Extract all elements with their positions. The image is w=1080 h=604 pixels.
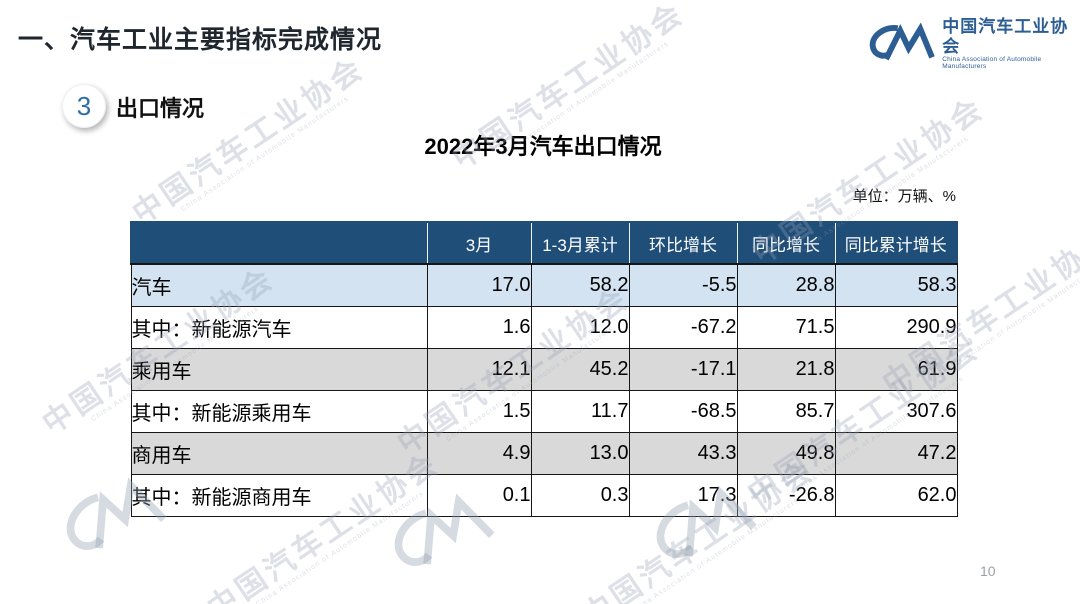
value-cell: 13.0: [530, 432, 630, 475]
logo-name-cn: 中国汽车工业协会: [942, 17, 1069, 56]
table-row: 商用车 4.9 13.0 43.3 49.8 47.2: [130, 432, 958, 475]
value-cell: 58.3: [834, 263, 958, 307]
value-cell: 45.2: [530, 348, 630, 391]
caam-monogram-icon: [869, 22, 935, 60]
row-label-cell: 商用车: [130, 432, 428, 475]
value-cell: 290.9: [834, 306, 958, 349]
section-number: 3: [76, 90, 92, 121]
value-cell: 43.3: [628, 432, 738, 475]
row-label-cell: 其中：新能源乘用车: [130, 390, 428, 433]
value-cell: 85.7: [736, 390, 836, 433]
table-row: 汽车 17.0 58.2 -5.5 28.8 58.3: [130, 263, 958, 307]
table-row: 其中：新能源汽车 1.6 12.0 -67.2 71.5 290.9: [130, 306, 958, 349]
column-header: 同比累计增长: [834, 221, 958, 265]
value-cell: -26.8: [736, 474, 836, 517]
row-label-cell: 其中：新能源商用车: [130, 474, 428, 517]
value-cell: 61.9: [834, 348, 958, 391]
value-cell: 0.3: [530, 474, 630, 517]
table-row: 其中：新能源乘用车 1.5 11.7 -68.5 85.7 307.6: [130, 390, 958, 433]
table-row: 其中：新能源商用车 0.1 0.3 17.3 -26.8 62.0: [130, 474, 958, 517]
column-header: 1-3月累计: [530, 221, 630, 265]
page-number: 10: [980, 563, 996, 579]
value-cell: 0.1: [426, 474, 532, 517]
value-cell: 17.0: [426, 263, 532, 307]
value-cell: 1.6: [426, 306, 532, 349]
slide-title: 一、汽车工业主要指标完成情况: [18, 26, 383, 54]
column-header: 同比增长: [736, 221, 836, 265]
value-cell: 17.3: [628, 474, 738, 517]
section-title: 出口情况: [116, 96, 205, 121]
row-label-cell: 其中：新能源汽车: [130, 306, 428, 349]
value-cell: 28.8: [736, 263, 836, 307]
section-badge: 3: [62, 84, 106, 128]
value-cell: -17.1: [628, 348, 738, 391]
value-cell: -5.5: [628, 263, 738, 307]
table-title: 2022年3月汽车出口情况: [424, 134, 662, 159]
export-table: 3月 1-3月累计 环比增长 同比增长 同比累计增长 汽车 17.0 58.2 -5.5 28.…: [130, 221, 958, 517]
value-cell: 58.2: [530, 263, 630, 307]
value-cell: 1.5: [426, 390, 532, 433]
table-header-row: 3月 1-3月累计 环比增长 同比增长 同比累计增长: [130, 221, 958, 265]
value-cell: 12.1: [426, 348, 532, 391]
unit-label: 单位：万辆、%: [852, 188, 956, 205]
value-cell: 307.6: [834, 390, 958, 433]
row-label-cell: 汽车: [130, 263, 428, 307]
value-cell: 49.8: [736, 432, 836, 475]
value-cell: 12.0: [530, 306, 630, 349]
column-header: 环比增长: [628, 221, 738, 265]
value-cell: 4.9: [426, 432, 532, 475]
value-cell: 71.5: [736, 306, 836, 349]
logo-name-en: China Association of Automobile Manufact…: [942, 56, 1042, 71]
value-cell: -68.5: [628, 390, 738, 433]
table-row: 乘用车 12.1 45.2 -17.1 21.8 61.9: [130, 348, 958, 391]
value-cell: 11.7: [530, 390, 630, 433]
caam-logo: 中国汽车工业协会 China Association of Automobile…: [866, 17, 1080, 70]
row-label-cell: 乘用车: [130, 348, 428, 391]
value-cell: 47.2: [834, 432, 958, 475]
column-header: [130, 221, 428, 265]
column-header: 3月: [426, 221, 532, 265]
value-cell: -67.2: [628, 306, 738, 349]
value-cell: 21.8: [736, 348, 836, 391]
value-cell: 62.0: [834, 474, 958, 517]
